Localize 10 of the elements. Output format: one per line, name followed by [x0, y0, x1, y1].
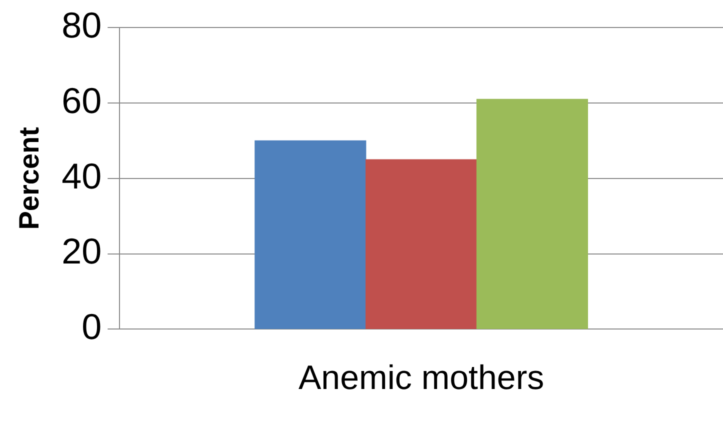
y-tick-label: 0 — [82, 306, 102, 348]
y-tick-label: 60 — [62, 80, 102, 121]
y-tick-label: 80 — [62, 4, 102, 46]
y-tick-label: 40 — [62, 155, 102, 196]
bar — [254, 140, 366, 330]
y-axis-title: Percent — [14, 127, 45, 230]
bar — [366, 159, 478, 330]
y-tick-label: 20 — [62, 230, 102, 272]
bar — [476, 98, 588, 330]
x-tick-label: Anemic mothers — [298, 358, 544, 397]
